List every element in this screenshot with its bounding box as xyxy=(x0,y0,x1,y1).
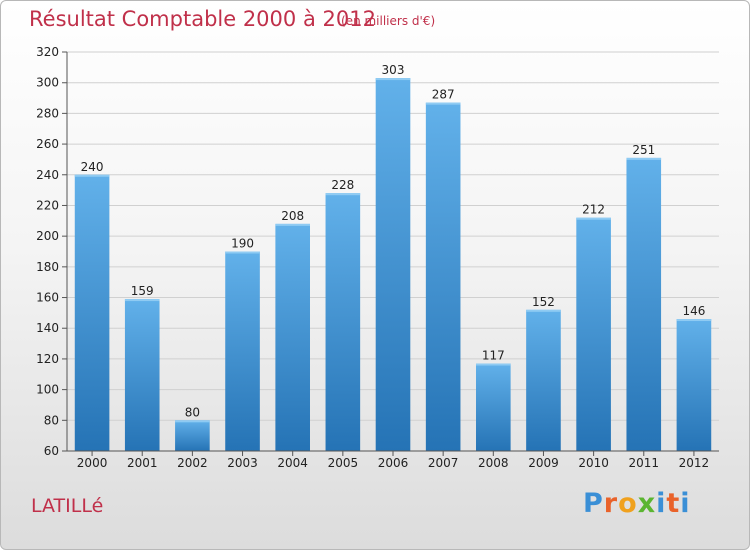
x-tick-label: 2006 xyxy=(378,456,409,470)
y-tick-label: 260 xyxy=(36,137,59,151)
bar-highlight xyxy=(375,78,411,81)
bar-highlight xyxy=(526,309,561,312)
bar-2012 xyxy=(676,319,712,451)
x-tick-label: 2001 xyxy=(127,456,158,470)
axis-layer: 60 80 100 120 140 160 180 200 220 240 260 280 300 320… xyxy=(36,45,719,470)
logo-letter: r xyxy=(603,488,619,519)
y-tick-label: 80 xyxy=(44,413,59,427)
y-tick-label: 160 xyxy=(36,291,59,305)
x-tick-label: 2002 xyxy=(177,456,208,470)
bar-highlight xyxy=(476,363,511,366)
y-tick-label: 180 xyxy=(36,260,59,274)
y-tick-label: 60 xyxy=(44,444,59,458)
x-tick-label: 2000 xyxy=(77,456,108,470)
bars-layer: 240 159 80 190 208 228 303 287 117 152 212 251 146 xyxy=(74,63,712,452)
x-tick-label: 2004 xyxy=(277,456,308,470)
bar-highlight xyxy=(325,193,361,196)
y-tick-label: 120 xyxy=(36,352,59,366)
y-tick-label: 320 xyxy=(36,45,59,59)
x-tick-label: 2007 xyxy=(428,456,459,470)
x-tick-label: 2009 xyxy=(528,456,559,470)
bar-2009 xyxy=(526,309,561,451)
data-label-2004: 208 xyxy=(281,209,304,223)
logo-letter: i xyxy=(656,488,667,519)
data-label-2003: 190 xyxy=(231,237,254,251)
bar-highlight xyxy=(74,174,110,177)
data-label-2006: 303 xyxy=(382,63,405,77)
bar-highlight xyxy=(425,102,461,105)
x-tick-label: 2003 xyxy=(227,456,258,470)
bar-highlight xyxy=(275,223,310,226)
location-name: LATILLé xyxy=(31,495,104,517)
bar-highlight xyxy=(626,157,662,160)
data-label-2012: 146 xyxy=(682,304,705,318)
bar-2006 xyxy=(375,78,411,451)
y-tick-label: 100 xyxy=(36,383,59,397)
bar-highlight xyxy=(576,217,611,220)
data-label-2001: 159 xyxy=(131,284,154,298)
proxiti-logo: Proxiti xyxy=(583,488,691,519)
chart-subtitle: (en milliers d'€) xyxy=(341,14,436,28)
data-label-2009: 152 xyxy=(532,295,555,309)
data-label-2010: 212 xyxy=(582,203,605,217)
x-tick-label: 2012 xyxy=(679,456,710,470)
y-tick-label: 280 xyxy=(36,106,59,120)
bar-2002 xyxy=(175,420,210,451)
bar-highlight xyxy=(225,251,260,254)
bar-2005 xyxy=(325,193,361,451)
data-label-2008: 117 xyxy=(482,349,505,363)
bar-2000 xyxy=(74,174,110,451)
bar-2003 xyxy=(225,251,260,451)
data-label-2007: 287 xyxy=(432,88,455,102)
bar-highlight xyxy=(124,299,160,302)
data-label-2011: 251 xyxy=(632,143,655,157)
bar-2011 xyxy=(626,157,662,451)
bar-2001 xyxy=(124,299,160,451)
chart-title: Résultat Comptable 2000 à 2012 xyxy=(29,7,376,31)
y-tick-label: 200 xyxy=(36,229,59,243)
y-tick-label: 240 xyxy=(36,168,59,182)
y-tick-label: 300 xyxy=(36,76,59,90)
bar-highlight xyxy=(175,420,210,423)
x-tick-label: 2008 xyxy=(478,456,509,470)
logo-letter: t xyxy=(666,488,681,519)
bar-2007 xyxy=(425,102,461,452)
x-tick-label: 2011 xyxy=(628,456,659,470)
data-label-2000: 240 xyxy=(81,160,104,174)
bar-2004 xyxy=(275,223,310,451)
y-tick-label: 220 xyxy=(36,198,59,212)
logo-letter: x xyxy=(637,488,657,519)
data-label-2002: 80 xyxy=(185,405,200,419)
logo-letter: o xyxy=(618,488,638,519)
logo-letter: i xyxy=(680,488,691,519)
bar-2008 xyxy=(476,363,511,451)
y-tick-label: 140 xyxy=(36,321,59,335)
x-tick-label: 2010 xyxy=(578,456,609,470)
logo-letter: P xyxy=(583,488,604,519)
x-tick-label: 2005 xyxy=(328,456,359,470)
bar-highlight xyxy=(676,319,712,322)
data-label-2005: 228 xyxy=(331,178,354,192)
bar-2010 xyxy=(576,217,611,451)
